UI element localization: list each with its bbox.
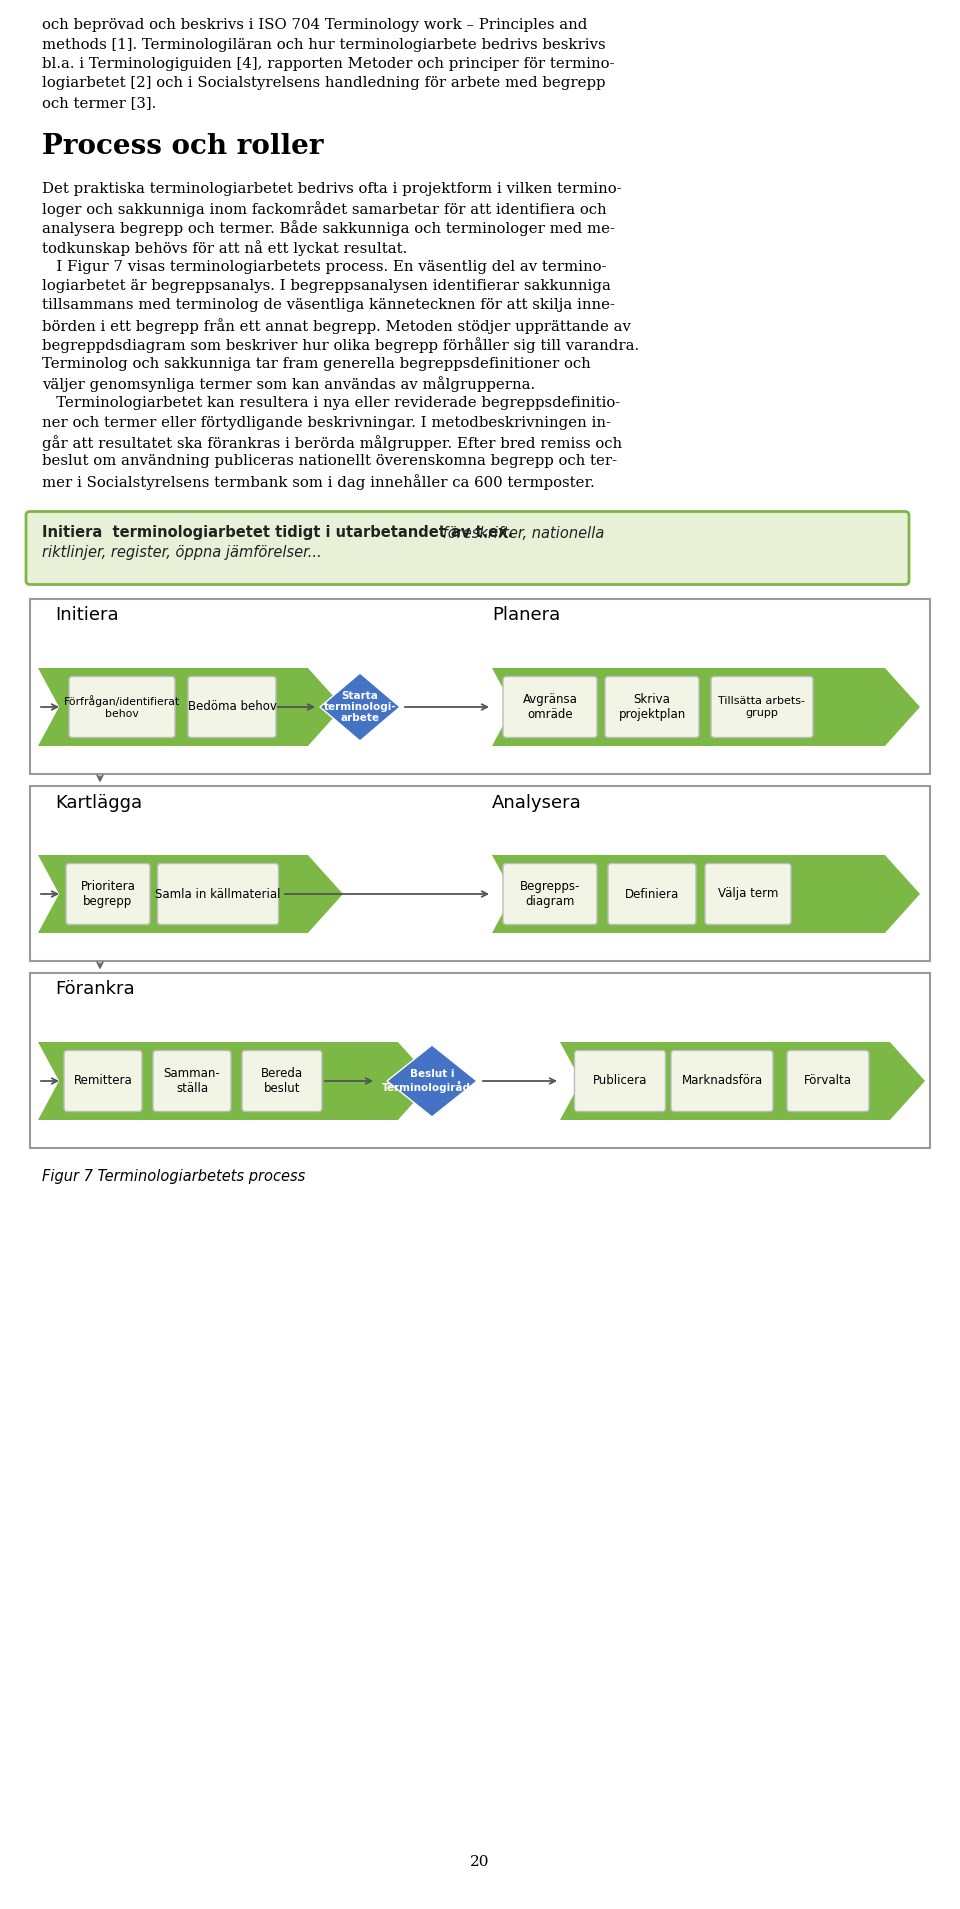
FancyBboxPatch shape [605, 676, 699, 737]
Text: Kartlägga: Kartlägga [55, 794, 142, 811]
FancyBboxPatch shape [157, 863, 278, 924]
Polygon shape [320, 674, 400, 741]
Text: och beprövad och beskrivs i ISO 704 Terminology work – Principles and: och beprövad och beskrivs i ISO 704 Term… [42, 17, 588, 32]
Text: Planera: Planera [492, 607, 561, 624]
FancyBboxPatch shape [608, 863, 696, 924]
Text: Publicera: Publicera [593, 1075, 647, 1088]
Text: Analysera: Analysera [492, 794, 582, 811]
Text: Tillsätta arbets-
grupp: Tillsätta arbets- grupp [718, 697, 805, 718]
Text: Process och roller: Process och roller [42, 134, 324, 160]
Text: analysera begrepp och termer. Både sakkunniga och terminologer med me-: analysera begrepp och termer. Både sakku… [42, 221, 615, 237]
FancyBboxPatch shape [188, 676, 276, 737]
Text: Välja term: Välja term [718, 888, 779, 901]
Text: methods [1]. Terminologiläran och hur terminologiarbete bedrivs beskrivs: methods [1]. Terminologiläran och hur te… [42, 38, 606, 52]
Text: Remittera: Remittera [74, 1075, 132, 1088]
Text: börden i ett begrepp från ett annat begrepp. Metoden stödjer upprättande av: börden i ett begrepp från ett annat begr… [42, 319, 631, 334]
Text: logiarbetet [2] och i Socialstyrelsens handledning för arbete med begrepp: logiarbetet [2] och i Socialstyrelsens h… [42, 76, 606, 90]
Text: väljer genomsynliga termer som kan användas av målgrupperna.: väljer genomsynliga termer som kan använ… [42, 376, 535, 393]
Text: Förankra: Förankra [55, 981, 134, 998]
Text: ner och termer eller förtydligande beskrivningar. I metodbeskrivningen in-: ner och termer eller förtydligande beskr… [42, 416, 611, 430]
FancyBboxPatch shape [503, 676, 597, 737]
Text: beslut om användning publiceras nationellt överenskomna begrepp och ter-: beslut om användning publiceras nationel… [42, 454, 617, 468]
Text: och termer [3].: och termer [3]. [42, 95, 156, 111]
Text: Prioritera
begrepp: Prioritera begrepp [81, 880, 135, 909]
Bar [30, 785, 930, 960]
FancyBboxPatch shape [503, 863, 597, 924]
FancyBboxPatch shape [26, 512, 909, 584]
Text: Initiera: Initiera [55, 607, 119, 624]
FancyBboxPatch shape [66, 863, 150, 924]
Text: Bedöma behov: Bedöma behov [187, 701, 276, 714]
Text: Starta
terminologi-
arbete: Starta terminologi- arbete [324, 691, 396, 724]
Text: logiarbetet är begreppsanalys. I begreppsanalysen identifierar sakkunniga: logiarbetet är begreppsanalys. I begrepp… [42, 279, 611, 292]
Text: todkunskap behövs för att nå ett lyckat resultat.: todkunskap behövs för att nå ett lyckat … [42, 241, 407, 256]
Text: Marknadsföra: Marknadsföra [682, 1075, 762, 1088]
Bar [30, 972, 930, 1147]
Polygon shape [38, 668, 343, 746]
Text: I Figur 7 visas terminologiarbetets process. En väsentlig del av termino-: I Figur 7 visas terminologiarbetets proc… [42, 260, 607, 273]
FancyBboxPatch shape [574, 1050, 665, 1111]
Polygon shape [492, 668, 920, 746]
Polygon shape [38, 855, 343, 934]
Text: mer i Socialstyrelsens termbank som i dag innehåller ca 600 termposter.: mer i Socialstyrelsens termbank som i da… [42, 473, 595, 491]
Text: Definiera: Definiera [625, 888, 679, 901]
Bar [30, 599, 930, 773]
Text: går att resultatet ska förankras i berörda målgrupper. Efter bred remiss och: går att resultatet ska förankras i berör… [42, 435, 622, 451]
Text: Begrepps-
diagram: Begrepps- diagram [519, 880, 580, 909]
FancyBboxPatch shape [64, 1050, 142, 1111]
Text: Terminologiarbetet kan resultera i nya eller reviderade begreppsdefinitio-: Terminologiarbetet kan resultera i nya e… [42, 395, 620, 410]
Text: bl.a. i Terminologiguiden [4], rapporten Metoder och principer för termino-: bl.a. i Terminologiguiden [4], rapporten… [42, 57, 614, 71]
Text: Det praktiska terminologiarbetet bedrivs ofta i projektform i vilken termino-: Det praktiska terminologiarbetet bedrivs… [42, 181, 622, 195]
Polygon shape [38, 1042, 433, 1121]
Text: Samla in källmaterial: Samla in källmaterial [156, 888, 280, 901]
Text: Samman-
ställa: Samman- ställa [163, 1067, 221, 1096]
Text: loger och sakkunniga inom fackområdet samarbetar för att identifiera och: loger och sakkunniga inom fackområdet sa… [42, 200, 607, 218]
Text: Terminolog och sakkunniga tar fram generella begreppsdefinitioner och: Terminolog och sakkunniga tar fram gener… [42, 357, 590, 370]
Text: föreskrifter, nationella: föreskrifter, nationella [438, 525, 605, 540]
Text: Skriva
projektplan: Skriva projektplan [618, 693, 685, 722]
FancyBboxPatch shape [153, 1050, 231, 1111]
Polygon shape [387, 1044, 477, 1117]
Text: Förvalta: Förvalta [804, 1075, 852, 1088]
Text: 20: 20 [470, 1856, 490, 1869]
Polygon shape [560, 1042, 925, 1121]
Text: Beslut i
Terminologirådet: Beslut i Terminologirådet [381, 1069, 483, 1092]
FancyBboxPatch shape [705, 863, 791, 924]
Text: Avgränsa
omräde: Avgränsa omräde [522, 693, 577, 722]
FancyBboxPatch shape [787, 1050, 869, 1111]
Text: begreppdsdiagram som beskriver hur olika begrepp förhåller sig till varandra.: begreppdsdiagram som beskriver hur olika… [42, 338, 639, 353]
Text: Initiera  terminologiarbetet tidigt i utarbetandet av t.ex.: Initiera terminologiarbetet tidigt i uta… [42, 525, 514, 540]
FancyBboxPatch shape [242, 1050, 322, 1111]
Text: riktlinjer, register, öppna jämförelser...: riktlinjer, register, öppna jämförelser.… [42, 546, 322, 561]
Text: Figur 7 Terminologiarbetets process: Figur 7 Terminologiarbetets process [42, 1170, 305, 1184]
Polygon shape [492, 855, 920, 934]
FancyBboxPatch shape [711, 676, 813, 737]
Text: Förfrågan/identifierat
behov: Förfrågan/identifierat behov [64, 695, 180, 720]
FancyBboxPatch shape [671, 1050, 773, 1111]
Text: tillsammans med terminolog de väsentliga kännetecknen för att skilja inne-: tillsammans med terminolog de väsentliga… [42, 298, 615, 313]
FancyBboxPatch shape [69, 676, 175, 737]
Text: Bereda
beslut: Bereda beslut [261, 1067, 303, 1096]
